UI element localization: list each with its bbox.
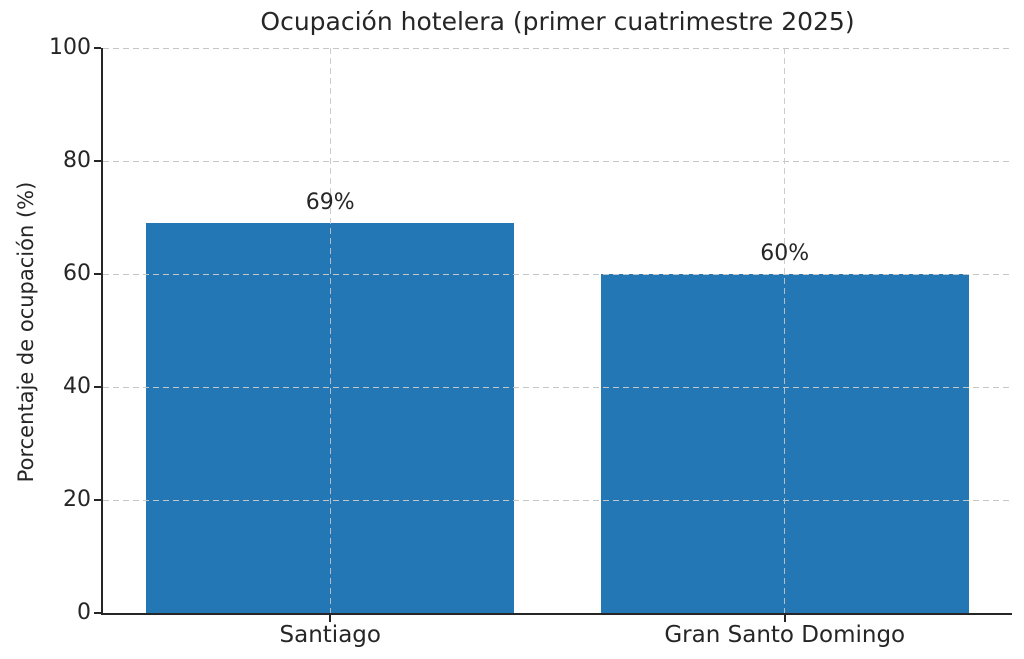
- y-tick-mark: [94, 273, 101, 275]
- y-tick-label: 20: [63, 487, 91, 512]
- y-tick-mark: [94, 499, 101, 501]
- y-tick-label: 80: [63, 148, 91, 173]
- h-gridline: [103, 386, 1012, 388]
- x-tick-label: Santiago: [279, 622, 381, 648]
- h-gridline: [103, 499, 1012, 501]
- v-gridline: [329, 48, 331, 613]
- h-gridline: [103, 160, 1012, 162]
- v-gridline: [784, 48, 786, 613]
- y-tick-label: 60: [63, 261, 91, 286]
- plot-area: 69% 60%: [101, 47, 1012, 615]
- x-tick-mark: [783, 615, 786, 622]
- chart-title: Ocupación hotelera (primer cuatrimestre …: [260, 7, 855, 36]
- y-tick-mark: [94, 386, 101, 388]
- y-tick-mark: [94, 160, 101, 162]
- y-tick-label: 40: [63, 374, 91, 399]
- h-gridline: [103, 47, 1012, 49]
- y-tick-mark: [94, 612, 101, 614]
- h-gridline: [103, 273, 1012, 275]
- y-tick-label: 100: [49, 35, 91, 60]
- bar-value-label: 69%: [305, 190, 355, 216]
- y-tick-mark: [94, 47, 101, 49]
- x-tick-label: Gran Santo Domingo: [664, 622, 906, 648]
- bar-value-label: 60%: [760, 241, 810, 266]
- x-tick-mark: [329, 615, 332, 622]
- y-tick-label: 0: [77, 600, 91, 625]
- y-axis-label: Porcentaje de ocupación (%): [14, 181, 38, 483]
